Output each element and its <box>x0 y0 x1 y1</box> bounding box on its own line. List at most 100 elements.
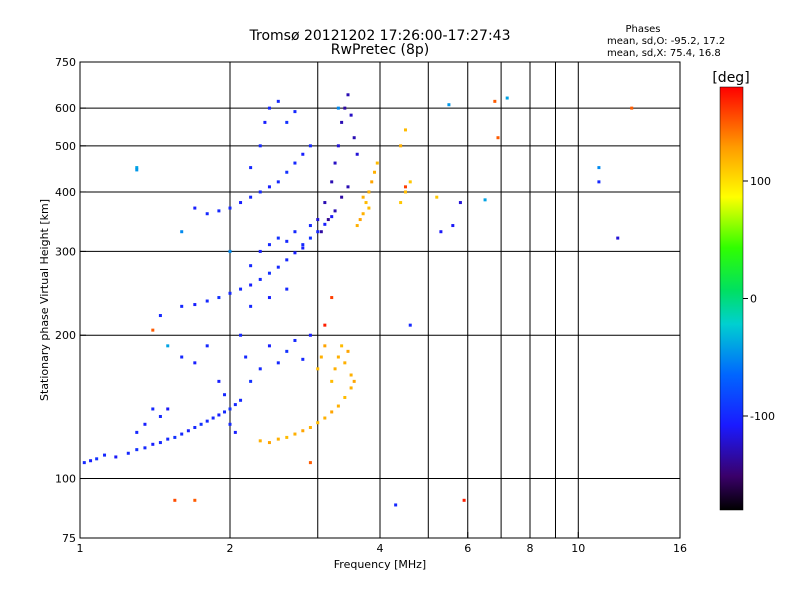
data-point <box>151 407 155 411</box>
data-point <box>316 230 320 234</box>
data-point <box>166 437 170 441</box>
data-point <box>249 304 253 308</box>
y-tick-label: 100 <box>55 473 76 486</box>
data-point <box>336 106 340 110</box>
data-point <box>340 195 344 199</box>
data-point <box>293 230 297 234</box>
data-point <box>285 435 289 439</box>
data-point <box>193 206 197 210</box>
phases-o-stats: mean, sd,O: -95.2, 17.2 <box>607 36 725 47</box>
data-point <box>308 144 312 148</box>
data-point <box>135 166 139 170</box>
data-point <box>505 96 509 100</box>
y-tick-label: 400 <box>55 186 76 199</box>
data-point <box>285 120 289 124</box>
data-point <box>323 201 327 205</box>
data-point <box>399 201 403 205</box>
data-point <box>408 323 412 327</box>
data-point <box>173 498 177 502</box>
data-point <box>186 429 190 433</box>
data-point <box>267 185 271 189</box>
data-point <box>267 441 271 445</box>
data-point <box>496 136 500 140</box>
data-point <box>349 373 353 377</box>
data-point <box>458 201 462 205</box>
data-point <box>258 439 262 443</box>
data-point <box>336 355 340 359</box>
data-point <box>308 236 312 240</box>
data-point <box>158 314 162 318</box>
y-tick-label: 75 <box>62 532 76 545</box>
data-point <box>308 461 312 465</box>
data-point <box>343 395 347 399</box>
data-point <box>249 379 253 383</box>
data-point <box>258 249 262 253</box>
colorbar-label: [deg] <box>712 70 749 86</box>
data-point <box>375 161 379 165</box>
data-point <box>143 446 147 450</box>
data-point <box>205 212 209 216</box>
data-point <box>249 264 253 268</box>
data-point <box>403 185 407 189</box>
data-point <box>267 271 271 275</box>
data-point <box>285 287 289 291</box>
y-tick-label: 750 <box>55 56 76 69</box>
data-point <box>367 190 371 194</box>
data-point <box>223 410 227 414</box>
y-ticks: 75 100 200 300 400 500 600 750 <box>55 56 86 545</box>
x-tick-label: 2 <box>227 542 234 555</box>
data-point <box>293 110 297 114</box>
data-point <box>193 498 197 502</box>
data-point <box>228 249 232 253</box>
data-point <box>258 190 262 194</box>
data-point <box>258 367 262 371</box>
data-point <box>343 361 347 365</box>
data-point <box>103 453 107 457</box>
data-point <box>293 251 297 255</box>
data-point <box>173 435 177 439</box>
data-point <box>316 421 320 425</box>
data-point <box>349 113 353 117</box>
x-axis-label: Frequency [MHz] <box>334 558 426 571</box>
colorbar-tick-label: -100 <box>750 410 775 423</box>
data-point <box>352 379 356 383</box>
data-point <box>323 323 327 327</box>
data-point <box>333 161 337 165</box>
data-point <box>343 106 347 110</box>
data-point <box>346 185 350 189</box>
data-point <box>239 201 243 205</box>
data-point <box>355 152 359 156</box>
data-point <box>323 344 327 348</box>
data-point <box>316 367 320 371</box>
data-point <box>135 168 139 172</box>
data-point <box>333 209 337 213</box>
data-point <box>319 230 323 234</box>
data-point <box>330 296 334 300</box>
data-point <box>193 361 197 365</box>
data-point <box>158 441 162 445</box>
data-point <box>249 283 253 287</box>
grid <box>80 62 680 538</box>
data-point <box>267 106 271 110</box>
y-tick-label: 200 <box>55 329 76 342</box>
data-point <box>301 243 305 247</box>
x-tick-label: 1 <box>77 542 84 555</box>
data-point <box>367 206 371 210</box>
data-point <box>346 349 350 353</box>
data-point <box>233 430 237 434</box>
y-tick-label: 300 <box>55 245 76 258</box>
data-point <box>352 136 356 140</box>
data-point <box>180 230 184 234</box>
data-point <box>276 437 280 441</box>
data-points <box>82 93 634 507</box>
data-point <box>228 422 232 426</box>
data-point <box>399 144 403 148</box>
data-point <box>114 455 118 459</box>
x-tick-label: 16 <box>673 542 687 555</box>
data-point <box>326 218 330 222</box>
data-point <box>293 432 297 436</box>
data-point <box>285 170 289 174</box>
data-point <box>373 170 377 174</box>
